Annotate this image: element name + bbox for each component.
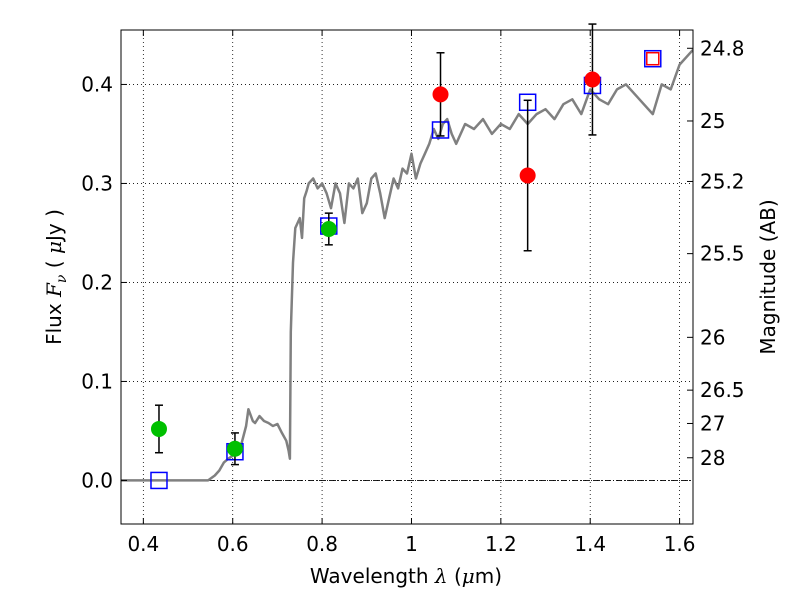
x-tick-label: 0.8: [306, 532, 338, 556]
model-sed-line: [121, 48, 693, 482]
model-photometry-square: [150, 471, 168, 490]
y-tick-label: 0.0: [81, 468, 113, 492]
y-tick-label: 0.3: [81, 171, 113, 195]
plot-frame: [120, 29, 694, 525]
x-tick-label: 1.2: [485, 532, 517, 556]
magnitude-axis-title: Magnitude (AB): [756, 199, 780, 354]
mag-tick-label: 24.8: [700, 36, 745, 60]
x-tick-label: 1: [405, 532, 418, 556]
x-tick-label: 0.6: [217, 532, 249, 556]
y-tick-label: 0.2: [81, 270, 113, 294]
x-tick-label: 1.6: [664, 532, 696, 556]
data-markers: [150, 23, 662, 490]
optical-point: [150, 420, 167, 437]
plot-area: [121, 48, 693, 482]
mag-tick-label: 27: [700, 411, 725, 435]
x-axis-title: Wavelength λ (μm): [310, 564, 502, 588]
y-tick-label: 0.4: [81, 72, 113, 96]
y-tick-label: 0.1: [81, 369, 113, 393]
nir-point: [584, 71, 601, 88]
optical-point: [320, 220, 337, 237]
mag-tick-label: 25.5: [700, 242, 745, 266]
optical-point: [226, 440, 243, 457]
y-axis-title: Flux Fν ( μJy ): [42, 209, 70, 345]
mag-tick-label: 25.2: [700, 169, 745, 193]
nir-point: [519, 167, 536, 184]
mag-tick-label: 26: [700, 325, 725, 349]
axis-ticks: 0.4 0.6 0.8 1 1.2 1.4 1.6 0.0 0.1 0.2 0.3 0.4 24.8 25…: [81, 30, 745, 556]
x-tick-label: 0.4: [127, 532, 159, 556]
limit-square: [646, 51, 660, 66]
mag-tick-label: 26.5: [700, 378, 745, 402]
mag-tick-label: 25: [700, 109, 725, 133]
model-photometry-square: [644, 49, 662, 68]
mag-tick-label: 28: [700, 446, 725, 470]
x-tick-label: 1.4: [574, 532, 606, 556]
nir-point: [432, 86, 449, 103]
